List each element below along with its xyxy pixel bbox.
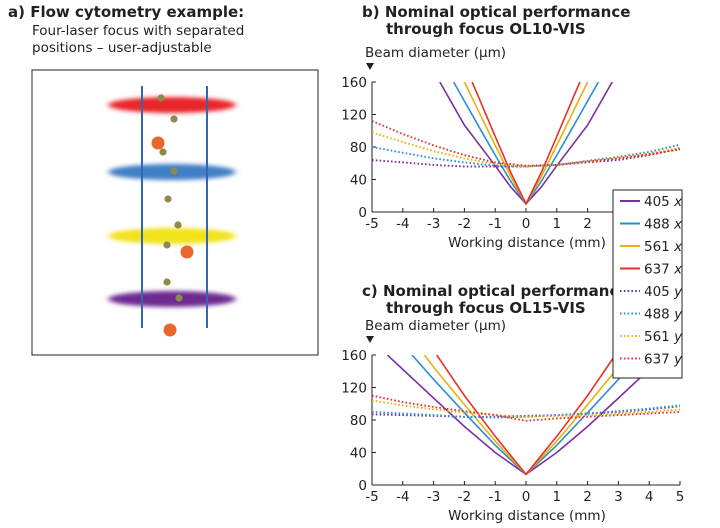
y-tick-label: 160	[341, 75, 367, 91]
panel-c-heading: Nominal optical performance	[382, 282, 629, 300]
particle-large	[180, 245, 194, 259]
x-tick-label: -4	[396, 216, 409, 232]
legend: 405 x 488 x 561 x 637 x 405 y 488 y 561 y 637 y	[612, 189, 683, 379]
x-tick-label: -1	[488, 216, 501, 232]
panel-b-title-1: b) Nominal optical performance	[362, 4, 630, 21]
x-tick-label: -2	[458, 489, 471, 505]
particle-small	[174, 221, 182, 229]
x-tick-label: -3	[427, 489, 440, 505]
y-axis-label: Beam diameter (μm)	[365, 45, 506, 61]
legend-label: 488 x	[644, 217, 683, 233]
x-tick-label: 1	[553, 489, 562, 505]
series-line-405-y	[372, 147, 680, 168]
y-tick-label: 40	[350, 173, 367, 189]
x-tick-label: 0	[522, 216, 531, 232]
series-line-561-x	[463, 82, 589, 205]
beam-purple	[108, 291, 236, 307]
x-tick-label: -1	[488, 489, 501, 505]
x-tick-label: 5	[676, 489, 685, 505]
series-line-488-x	[452, 82, 600, 205]
series-line-637-y	[372, 120, 680, 167]
x-tick-label: 1	[553, 216, 562, 232]
y-tick-label: 160	[341, 348, 367, 364]
x-tick-label: -4	[396, 489, 409, 505]
particle-small	[164, 195, 172, 203]
y-tick-label: 120	[341, 381, 367, 397]
x-tick-label: 2	[583, 489, 592, 505]
x-tick-label: 0	[522, 489, 531, 505]
x-axis-label: Working distance (mm)	[448, 508, 606, 524]
particle-small	[159, 148, 167, 156]
y-tick-label: 40	[350, 446, 367, 462]
series-line-405-x	[439, 82, 613, 205]
panel-a-title: a) Flow cytometry example:	[8, 4, 244, 21]
panel-a-subtitle-1: Four-laser focus with separated	[32, 23, 245, 39]
panel-c-title-1: c) Nominal optical performance	[362, 283, 629, 300]
panel-b-title-2: through focus OL10-VIS	[386, 20, 586, 38]
series-line-637-x	[471, 82, 581, 205]
panel-a-subtitle-2: positions – user-adjustable	[32, 40, 212, 56]
particle-small	[163, 278, 171, 286]
x-axis-label: Working distance (mm)	[448, 235, 606, 251]
series-line-561-x	[423, 355, 629, 476]
y-tick-label: 80	[350, 140, 367, 156]
panel-b-heading: Nominal optical performance	[384, 3, 631, 21]
legend-label: 561 y	[644, 329, 683, 345]
series-group	[372, 355, 680, 476]
y-tick-label: 80	[350, 413, 367, 429]
series-line-561-y	[372, 131, 680, 168]
y-axis-arrow	[366, 336, 374, 343]
legend-label: 637 x	[644, 262, 683, 278]
x-tick-label: 3	[614, 489, 623, 505]
x-tick-label: 4	[645, 489, 654, 505]
particle-large	[151, 136, 165, 150]
series-group	[372, 82, 680, 205]
particle-small	[170, 167, 178, 175]
series-line-637-y	[372, 394, 680, 422]
panel-a-illustration	[31, 69, 319, 356]
series-line-637-x	[436, 355, 616, 476]
particle-small	[170, 115, 178, 123]
chart-b: Beam diameter (μm) 0 40 80 120 160 -5 -4 -3 -2 -1 0…	[341, 45, 680, 251]
series-line-488-x	[411, 355, 641, 476]
y-tick-label: 0	[358, 205, 367, 221]
panel-a-heading: Flow cytometry example:	[30, 3, 245, 21]
x-tick-label: -5	[365, 216, 378, 232]
particle-large	[163, 323, 177, 337]
legend-label: 637 y	[644, 352, 683, 368]
particle-small	[157, 94, 165, 102]
x-tick-label: -5	[365, 489, 378, 505]
chart-c: Beam diameter (μm) 0 40 80 120 160 -5 -4 -3 -2 -1 0…	[341, 318, 684, 524]
legend-label: 561 x	[644, 239, 683, 255]
legend-label: 405 y	[644, 284, 683, 300]
y-axis-label: Beam diameter (μm)	[365, 318, 506, 334]
series-line-488-y	[372, 143, 680, 168]
panel-b-letter: b)	[362, 3, 380, 21]
panel-c-letter: c)	[362, 282, 378, 300]
legend-label: 488 y	[644, 307, 683, 323]
particle-small	[163, 241, 171, 249]
panel-a-letter: a)	[8, 3, 25, 21]
x-tick-label: -2	[458, 216, 471, 232]
x-tick-label: 2	[583, 216, 592, 232]
x-tick-label: -3	[427, 216, 440, 232]
panel-c-title-2: through focus OL15-VIS	[386, 299, 586, 317]
y-tick-label: 120	[341, 108, 367, 124]
beam-red	[108, 97, 236, 113]
particle-small	[175, 294, 183, 302]
legend-label: 405 x	[644, 194, 683, 210]
y-tick-label: 0	[358, 478, 367, 494]
legend-box	[612, 189, 683, 379]
y-axis-arrow	[366, 63, 374, 70]
beam-yellow	[108, 228, 236, 244]
